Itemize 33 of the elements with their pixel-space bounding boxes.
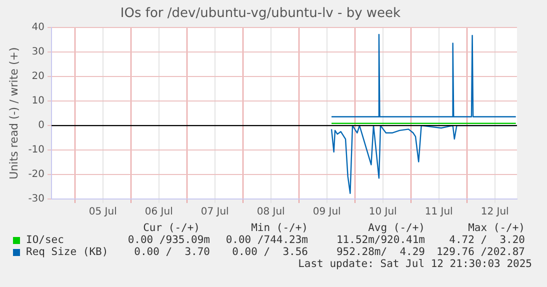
text: 0.00 /744.23m bbox=[226, 234, 308, 247]
y-tick-label: 40 bbox=[32, 22, 45, 34]
y-tick-label: -10 bbox=[28, 144, 45, 156]
text: 952.28m/ 4.29 bbox=[336, 246, 425, 259]
text: Max (-/+) bbox=[468, 222, 525, 235]
text: 0.00 /935.09m bbox=[128, 234, 210, 247]
x-tick-label: 06 Jul bbox=[144, 206, 173, 218]
x-tick-label: 11 Jul bbox=[424, 206, 453, 218]
x-tick-label: 10 Jul bbox=[368, 206, 397, 218]
text: 4.72 / 3.20 bbox=[449, 234, 525, 247]
text: 11.52m/920.41m bbox=[336, 234, 425, 247]
text: Last update: Sat Jul 12 21:30:03 2025 bbox=[298, 258, 532, 271]
text: 0.00 / 3.56 bbox=[232, 246, 308, 259]
y-tick-label: -30 bbox=[28, 194, 45, 205]
text: Avg (-/+) bbox=[368, 222, 425, 235]
y-tick-label: 30 bbox=[32, 46, 45, 58]
chart-title: IOs for /dev/ubuntu-vg/ubuntu-lv - by week bbox=[120, 6, 402, 22]
x-tick-label: 05 Jul bbox=[88, 206, 117, 218]
legend-label: Req Size (KB) bbox=[26, 246, 108, 259]
legend-label: IO/sec bbox=[26, 234, 64, 247]
y-tick-label: -20 bbox=[28, 169, 45, 180]
y-axis-title: Units read (-) / write (+) bbox=[7, 47, 20, 180]
y-tick-label: 10 bbox=[32, 96, 45, 107]
x-tick-label: 12 Jul bbox=[480, 206, 509, 218]
text: Cur (-/+) bbox=[143, 222, 200, 235]
text: 0.00 / 3.70 bbox=[134, 246, 210, 259]
y-tick-label: 0 bbox=[38, 120, 45, 132]
text: 129.76 /202.87 bbox=[436, 246, 525, 259]
text: Min (-/+) bbox=[251, 222, 308, 235]
y-tick-label: 20 bbox=[32, 71, 45, 82]
x-tick-label: 09 Jul bbox=[312, 206, 341, 218]
x-tick-label: 07 Jul bbox=[200, 206, 229, 218]
x-tick-label: 08 Jul bbox=[256, 206, 285, 218]
